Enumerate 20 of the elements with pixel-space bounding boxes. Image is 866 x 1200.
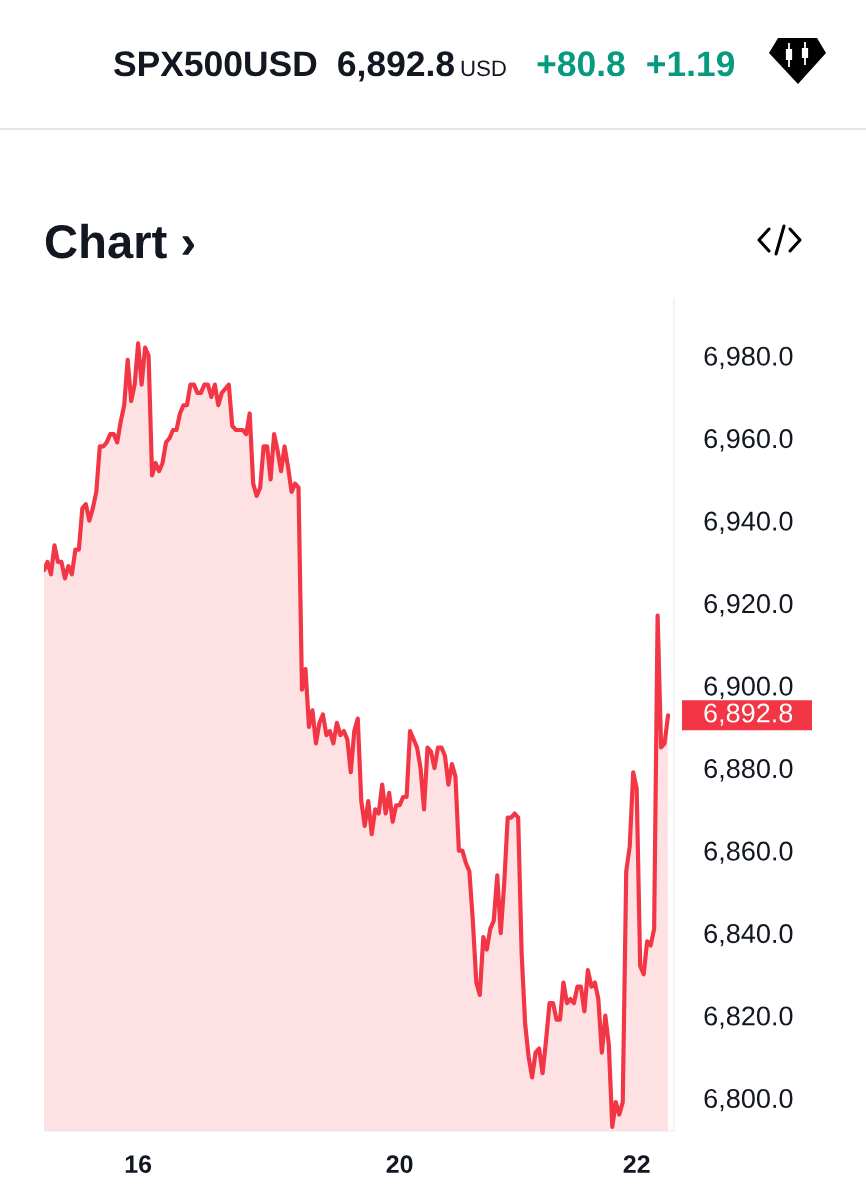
y-tick-label: 6,900.0 [704,676,793,699]
x-tick-label: 16 [125,1155,152,1173]
chart-title: SPX500USD [114,51,317,77]
text: USD [461,60,506,77]
text: +1.19 [647,51,735,77]
y-tick-label: 6,860.0 [704,841,793,864]
x-tick-label: 20 [386,1155,413,1173]
text: 6,892.8 [338,51,454,82]
y-tick-label: 6,880.0 [704,759,793,782]
y-tick-label: 6,980.0 [704,346,793,370]
x-tick-label: 22 [623,1155,650,1173]
y-tick-label: 6,840.0 [704,923,793,947]
y-tick-label: 6,800.0 [704,1088,793,1112]
text: 6,892.8 [704,703,793,726]
y-tick-label: 6,960.0 [704,429,793,452]
y-tick-label: 6,820.0 [704,1006,793,1029]
y-tick-label: 6,940.0 [704,511,793,534]
y-tick-label: 6,920.0 [704,594,793,617]
chart-subtitle: Chart › [45,223,195,259]
text: +80.8 [537,51,625,77]
